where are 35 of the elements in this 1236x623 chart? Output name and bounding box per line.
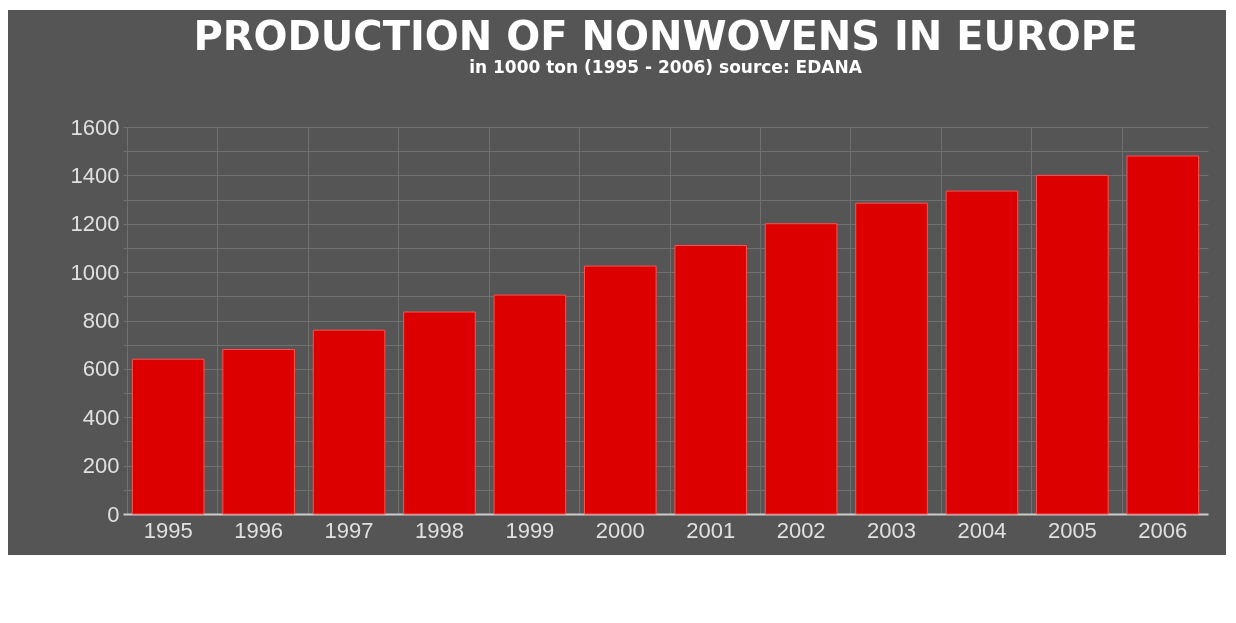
x-tick-label: 1998 bbox=[414, 517, 464, 543]
x-tick-label: 2000 bbox=[595, 517, 645, 543]
bar bbox=[312, 329, 386, 515]
y-tick-label: 1400 bbox=[70, 162, 120, 188]
bar bbox=[945, 190, 1019, 515]
y-tick-label: 1600 bbox=[70, 114, 120, 140]
bar bbox=[222, 349, 295, 515]
bar bbox=[764, 223, 838, 515]
bar bbox=[1126, 155, 1200, 515]
y-tick-label: 200 bbox=[82, 453, 120, 479]
bar bbox=[493, 294, 567, 515]
chart-title: PRODUCTION OF NONWOVENS IN EUROPE bbox=[193, 13, 1138, 59]
y-tick-label: 400 bbox=[82, 404, 120, 430]
bar bbox=[583, 265, 657, 515]
bar bbox=[131, 358, 205, 515]
chart-subtitle: in 1000 ton (1995 - 2006) source: EDANA bbox=[469, 57, 863, 77]
x-tick-label: 2006 bbox=[1138, 517, 1188, 543]
y-tick-label: 800 bbox=[82, 308, 120, 333]
bar bbox=[855, 202, 928, 515]
x-tick-label: 2004 bbox=[957, 517, 1007, 543]
x-tick-label: 2003 bbox=[867, 517, 917, 543]
x-tick-label: 2001 bbox=[686, 517, 736, 543]
x-tick-label: 2005 bbox=[1047, 517, 1097, 543]
y-tick-label: 1200 bbox=[70, 211, 120, 237]
bar bbox=[403, 311, 476, 515]
x-tick-label: 1996 bbox=[234, 517, 284, 543]
x-tick-label: 1999 bbox=[505, 517, 555, 543]
y-tick-label: 1000 bbox=[70, 259, 120, 285]
x-tick-label: 1995 bbox=[143, 517, 193, 543]
x-tick-label: 2002 bbox=[776, 517, 826, 543]
x-tick-label: 1997 bbox=[324, 517, 374, 543]
bar bbox=[1036, 174, 1109, 515]
bar bbox=[674, 245, 748, 515]
y-tick-label: 600 bbox=[82, 356, 120, 382]
y-tick-label: 0 bbox=[107, 501, 120, 527]
